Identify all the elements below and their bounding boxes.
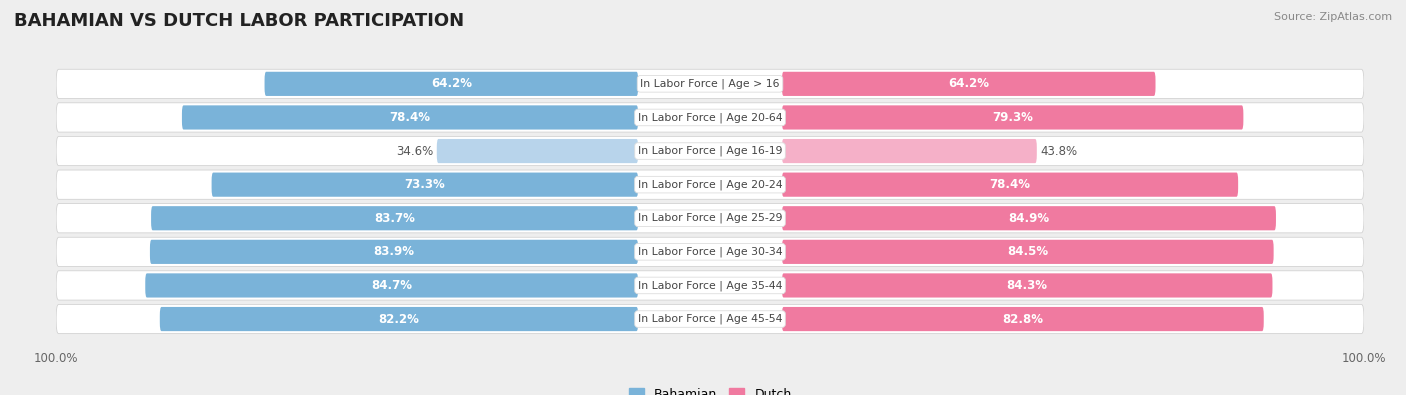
FancyBboxPatch shape — [782, 240, 1274, 264]
Text: 79.3%: 79.3% — [993, 111, 1033, 124]
FancyBboxPatch shape — [56, 170, 1364, 199]
Text: 34.6%: 34.6% — [396, 145, 433, 158]
Text: In Labor Force | Age 25-29: In Labor Force | Age 25-29 — [638, 213, 782, 224]
Text: 78.4%: 78.4% — [389, 111, 430, 124]
FancyBboxPatch shape — [56, 204, 1364, 233]
Text: In Labor Force | Age 30-34: In Labor Force | Age 30-34 — [638, 246, 782, 257]
Text: In Labor Force | Age 16-19: In Labor Force | Age 16-19 — [638, 146, 782, 156]
Text: 84.9%: 84.9% — [1008, 212, 1049, 225]
Text: In Labor Force | Age 20-64: In Labor Force | Age 20-64 — [638, 112, 782, 123]
FancyBboxPatch shape — [160, 307, 638, 331]
FancyBboxPatch shape — [56, 305, 1364, 334]
Text: 84.7%: 84.7% — [371, 279, 412, 292]
Text: 83.9%: 83.9% — [374, 245, 415, 258]
Text: In Labor Force | Age 35-44: In Labor Force | Age 35-44 — [638, 280, 782, 291]
Text: Source: ZipAtlas.com: Source: ZipAtlas.com — [1274, 12, 1392, 22]
Text: 84.3%: 84.3% — [1007, 279, 1047, 292]
FancyBboxPatch shape — [782, 273, 1272, 297]
FancyBboxPatch shape — [56, 69, 1364, 98]
FancyBboxPatch shape — [56, 237, 1364, 267]
Text: 82.8%: 82.8% — [1002, 312, 1043, 325]
Text: In Labor Force | Age > 16: In Labor Force | Age > 16 — [640, 79, 780, 89]
FancyBboxPatch shape — [782, 105, 1243, 130]
FancyBboxPatch shape — [56, 103, 1364, 132]
FancyBboxPatch shape — [211, 173, 638, 197]
FancyBboxPatch shape — [56, 136, 1364, 166]
Text: 83.7%: 83.7% — [374, 212, 415, 225]
FancyBboxPatch shape — [145, 273, 638, 297]
Text: 64.2%: 64.2% — [430, 77, 472, 90]
Legend: Bahamian, Dutch: Bahamian, Dutch — [623, 383, 797, 395]
Text: 73.3%: 73.3% — [405, 178, 446, 191]
FancyBboxPatch shape — [437, 139, 638, 163]
FancyBboxPatch shape — [782, 139, 1036, 163]
FancyBboxPatch shape — [150, 206, 638, 230]
Text: 84.5%: 84.5% — [1007, 245, 1049, 258]
FancyBboxPatch shape — [264, 72, 638, 96]
FancyBboxPatch shape — [782, 173, 1239, 197]
Text: BAHAMIAN VS DUTCH LABOR PARTICIPATION: BAHAMIAN VS DUTCH LABOR PARTICIPATION — [14, 12, 464, 30]
FancyBboxPatch shape — [782, 206, 1277, 230]
FancyBboxPatch shape — [150, 240, 638, 264]
Text: 43.8%: 43.8% — [1040, 145, 1077, 158]
Text: 78.4%: 78.4% — [990, 178, 1031, 191]
Text: In Labor Force | Age 20-24: In Labor Force | Age 20-24 — [638, 179, 782, 190]
FancyBboxPatch shape — [56, 271, 1364, 300]
Text: In Labor Force | Age 45-54: In Labor Force | Age 45-54 — [638, 314, 782, 324]
Text: 82.2%: 82.2% — [378, 312, 419, 325]
Text: 64.2%: 64.2% — [948, 77, 990, 90]
FancyBboxPatch shape — [782, 72, 1156, 96]
FancyBboxPatch shape — [782, 307, 1264, 331]
FancyBboxPatch shape — [181, 105, 638, 130]
